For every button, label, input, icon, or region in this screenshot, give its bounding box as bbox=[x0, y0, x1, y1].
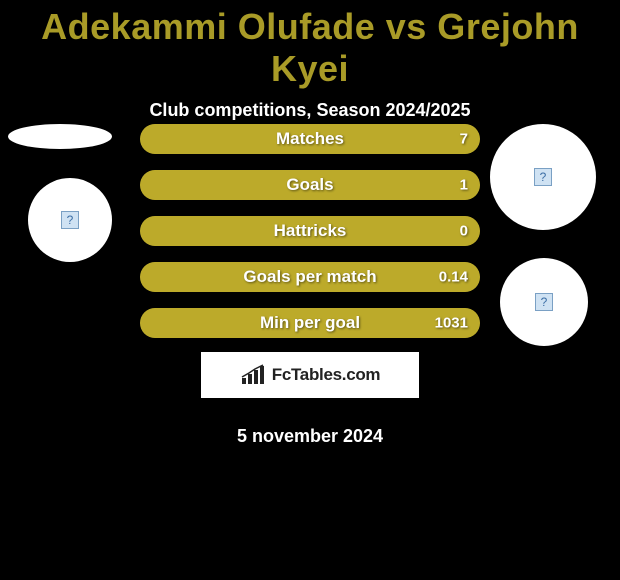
bar-label: Goals per match bbox=[140, 267, 480, 287]
bar-row: Hattricks 0 bbox=[140, 216, 480, 246]
bar-row: Matches 7 bbox=[140, 124, 480, 154]
player-left-flag-ellipse bbox=[8, 124, 112, 149]
page-title: Adekammi Olufade vs Grejohn Kyei bbox=[0, 0, 620, 90]
bar-label: Hattricks bbox=[140, 221, 480, 241]
bar-label: Min per goal bbox=[140, 313, 480, 333]
bar-value: 1031 bbox=[435, 315, 468, 332]
bar-label: Goals bbox=[140, 175, 480, 195]
bar-row: Goals per match 0.14 bbox=[140, 262, 480, 292]
bar-value: 0.14 bbox=[439, 269, 468, 286]
comparison-infographic: Adekammi Olufade vs Grejohn Kyei Club co… bbox=[0, 0, 620, 580]
placeholder-icon bbox=[534, 168, 552, 186]
stats-bars: Matches 7 Goals 1 Hattricks 0 Goals per … bbox=[140, 124, 480, 354]
player-right-avatar-2 bbox=[500, 258, 588, 346]
subtitle: Club competitions, Season 2024/2025 bbox=[0, 100, 620, 121]
bar-value: 7 bbox=[460, 131, 468, 148]
placeholder-icon bbox=[535, 293, 553, 311]
player-left-avatar bbox=[28, 178, 112, 262]
bar-row: Goals 1 bbox=[140, 170, 480, 200]
bar-label: Matches bbox=[140, 129, 480, 149]
bar-value: 0 bbox=[460, 223, 468, 240]
bar-value: 1 bbox=[460, 177, 468, 194]
logo-bars-icon bbox=[240, 364, 268, 386]
date-text: 5 november 2024 bbox=[0, 426, 620, 447]
player-right-avatar-1 bbox=[490, 124, 596, 230]
fctables-logo: FcTables.com bbox=[201, 352, 419, 398]
logo-text: FcTables.com bbox=[272, 365, 381, 385]
placeholder-icon bbox=[61, 211, 79, 229]
bar-row: Min per goal 1031 bbox=[140, 308, 480, 338]
